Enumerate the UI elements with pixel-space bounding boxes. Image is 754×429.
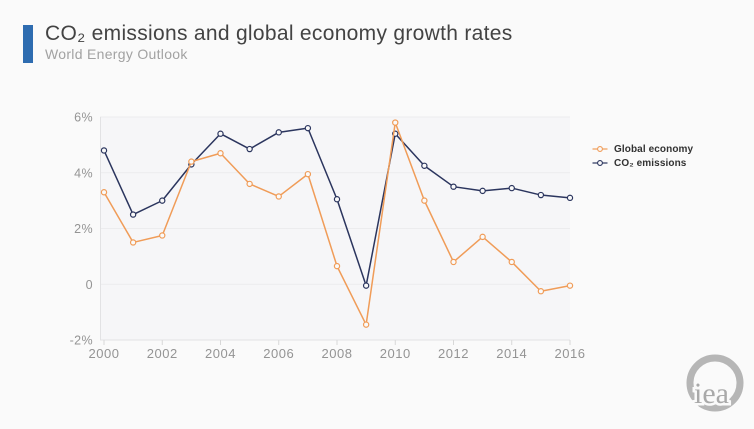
x-axis-label: 2002	[147, 346, 178, 361]
y-axis-label: 2%	[74, 222, 93, 236]
data-point-global-economy	[275, 193, 282, 200]
legend-swatch-line-circle-icon	[592, 146, 608, 152]
data-point-global-economy	[188, 158, 195, 165]
data-point-co-emissions	[246, 145, 253, 153]
data-point-co-emissions	[129, 211, 137, 218]
x-axis-label: 2004	[205, 346, 236, 361]
title-accent-bar	[23, 25, 33, 63]
data-point-co-emissions	[566, 194, 574, 202]
data-point-co-emissions	[508, 184, 515, 192]
y-axis-label: -2%	[70, 334, 93, 348]
data-point-global-economy	[421, 197, 428, 204]
legend-label: Global economy	[614, 143, 694, 155]
data-point-global-economy	[479, 233, 486, 241]
data-point-co-emissions	[217, 130, 224, 137]
x-axis-label: 2006	[263, 346, 294, 361]
data-point-global-economy	[566, 282, 574, 289]
legend-item-global-economy: Global economy	[592, 142, 693, 156]
data-point-global-economy	[129, 239, 137, 246]
x-axis-label: 2008	[322, 346, 353, 361]
x-axis-label: 2016	[555, 346, 586, 361]
legend-label: CO₂ emissions	[614, 157, 687, 169]
data-point-global-economy	[304, 170, 312, 178]
legend-swatch-line-circle-icon	[592, 160, 608, 166]
x-axis-label: 2014	[496, 346, 527, 361]
data-point-co-emissions	[450, 183, 457, 190]
iea-ring-icon: iea	[686, 354, 744, 413]
legend-item-co2-emissions: CO₂ emissions	[592, 156, 693, 170]
data-point-co-emissions	[362, 282, 370, 289]
data-point-global-economy	[246, 180, 253, 188]
data-point-co-emissions	[275, 129, 282, 136]
page-subtitle: World Energy Outlook	[45, 46, 188, 63]
data-point-global-economy	[100, 189, 108, 196]
data-point-co-emissions	[537, 191, 545, 199]
data-point-co-emissions	[100, 147, 108, 154]
y-axis-label: 0	[86, 278, 93, 292]
x-axis-label: 2010	[380, 346, 411, 361]
data-point-global-economy	[159, 232, 166, 239]
x-axis-label: 2000	[89, 346, 120, 361]
data-point-co-emissions	[304, 124, 312, 132]
data-point-global-economy	[362, 321, 370, 328]
iea-logo-text: iea	[694, 377, 729, 410]
data-point-global-economy	[508, 258, 515, 266]
y-axis-label: 4%	[74, 166, 93, 180]
data-point-global-economy	[392, 119, 399, 126]
report-header: CO₂ emissions and global economy growth …	[23, 22, 513, 63]
data-point-global-economy	[537, 288, 545, 295]
data-point-co-emissions	[479, 187, 486, 195]
data-point-global-economy	[333, 262, 341, 270]
data-point-co-emissions	[159, 197, 166, 204]
title-block: CO₂ emissions and global economy growth …	[45, 22, 513, 63]
x-axis-label: 2012	[438, 346, 469, 361]
data-point-co-emissions	[421, 162, 428, 169]
data-point-global-economy	[450, 258, 457, 266]
iea-logo: iea	[684, 352, 746, 418]
y-axis-label: 6%	[74, 111, 93, 125]
chart-legend: Global economy CO₂ emissions	[592, 142, 693, 170]
data-point-co-emissions	[333, 196, 341, 203]
page-title: CO₂ emissions and global economy growth …	[45, 22, 513, 45]
data-point-global-economy	[217, 150, 224, 157]
